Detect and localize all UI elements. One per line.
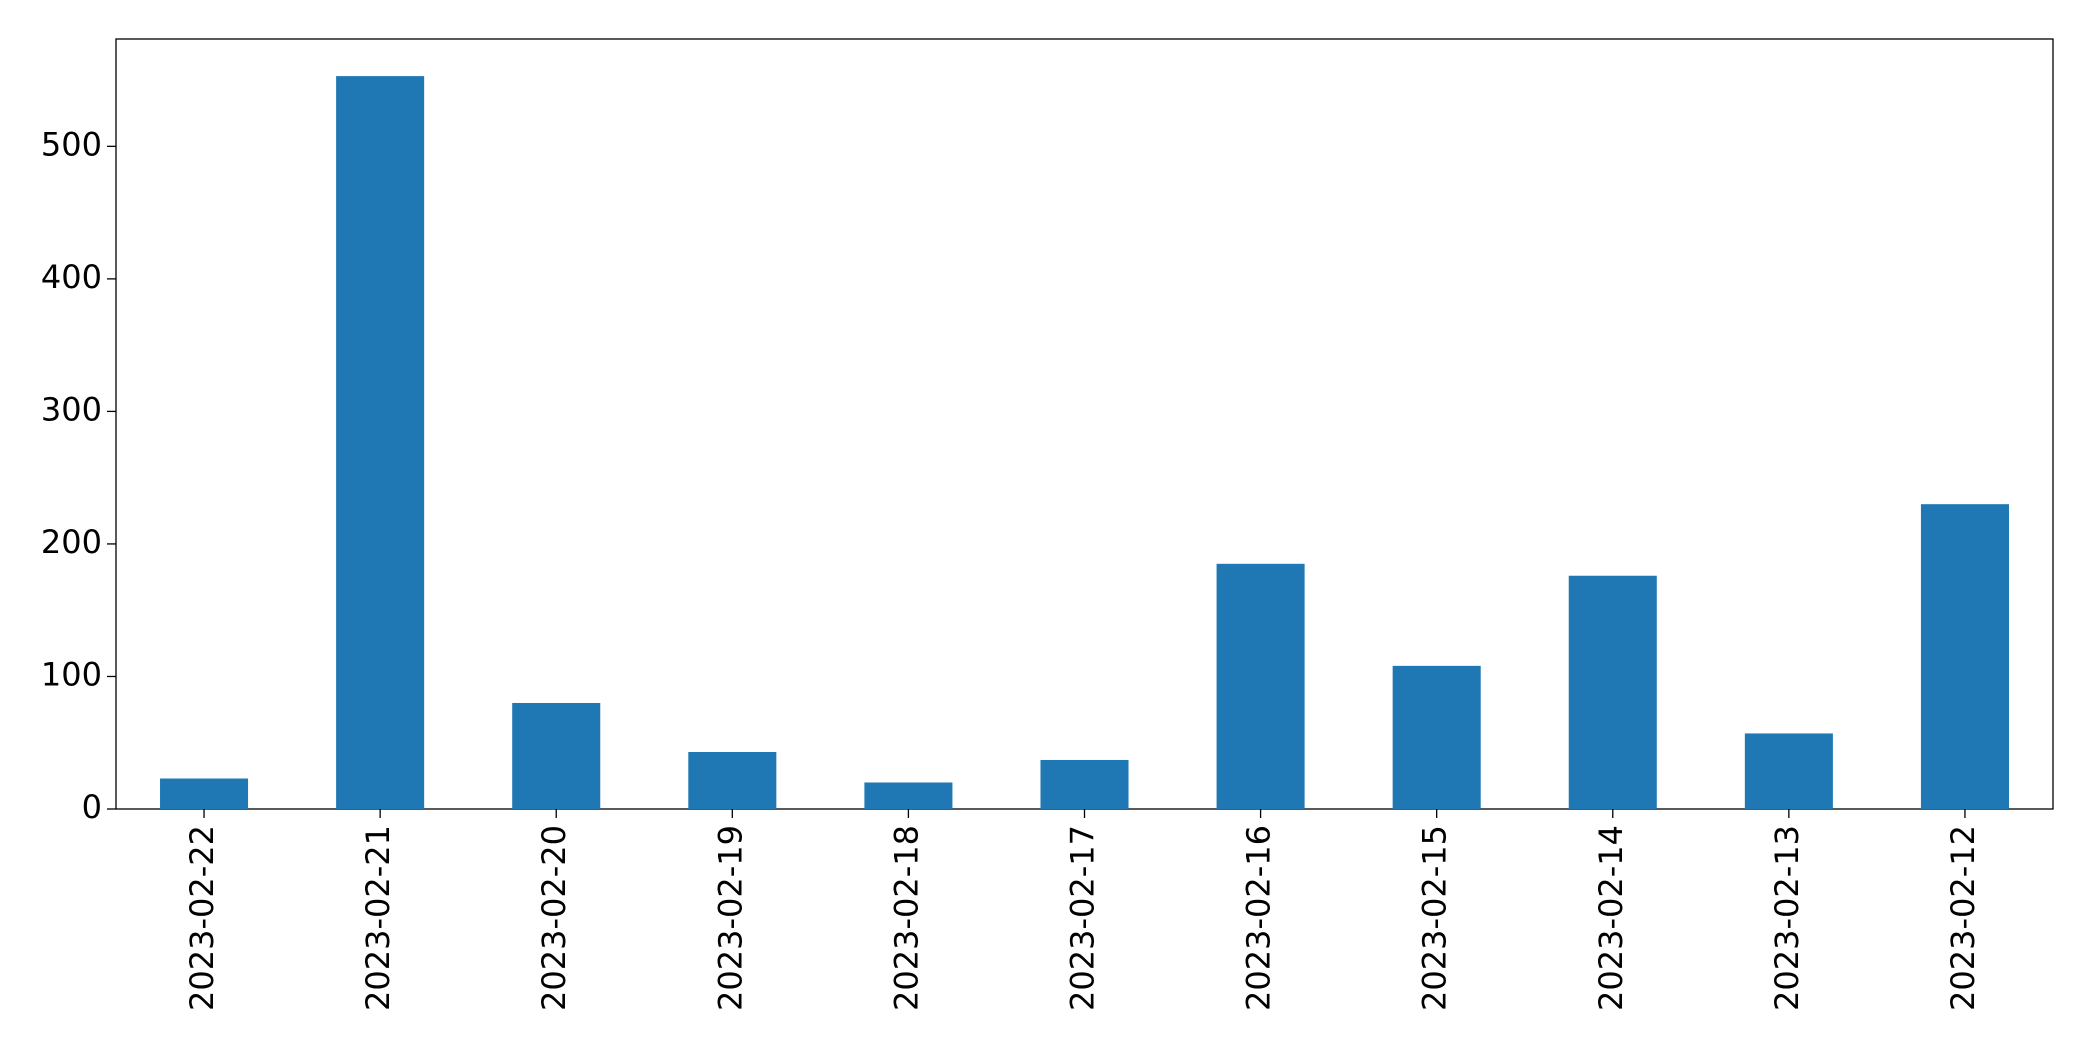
y-tick-label: 100 bbox=[41, 655, 102, 693]
x-tick-label: 2023-02-17 bbox=[1064, 825, 1102, 1011]
x-tick-label: 2023-02-20 bbox=[535, 825, 573, 1011]
x-tick-label: 2023-02-13 bbox=[1768, 825, 1806, 1011]
x-tick-label: 2023-02-18 bbox=[887, 825, 925, 1011]
y-tick-label: 0 bbox=[82, 788, 102, 826]
bar bbox=[1216, 563, 1305, 809]
bar bbox=[512, 702, 601, 809]
x-tick-label: 2023-02-14 bbox=[1592, 825, 1630, 1011]
x-tick-label: 2023-02-12 bbox=[1944, 825, 1982, 1011]
x-tick-label: 2023-02-19 bbox=[711, 825, 749, 1011]
bar bbox=[336, 76, 425, 809]
bar bbox=[1744, 733, 1833, 809]
y-tick-label: 200 bbox=[41, 523, 102, 561]
y-tick-label: 400 bbox=[41, 258, 102, 296]
y-tick-label: 300 bbox=[41, 390, 102, 428]
bar bbox=[1040, 759, 1129, 809]
bar bbox=[1392, 665, 1481, 809]
x-tick-label: 2023-02-21 bbox=[359, 825, 397, 1011]
x-tick-label: 2023-02-15 bbox=[1416, 825, 1454, 1011]
bar bbox=[864, 782, 953, 809]
bar bbox=[160, 778, 249, 809]
y-tick-label: 500 bbox=[41, 125, 102, 163]
bar bbox=[688, 752, 777, 809]
x-tick-label: 2023-02-16 bbox=[1240, 825, 1278, 1011]
bar bbox=[1568, 575, 1657, 809]
bar bbox=[1920, 504, 2009, 809]
x-tick-label: 2023-02-22 bbox=[183, 825, 221, 1011]
